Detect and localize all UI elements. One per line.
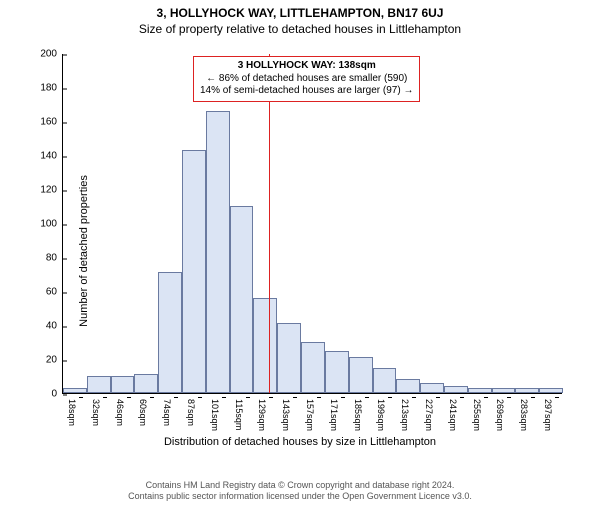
y-tick: 0 xyxy=(51,389,63,400)
y-tick: 100 xyxy=(40,219,63,230)
x-tick: 18sqm xyxy=(67,399,77,426)
x-tick: 46sqm xyxy=(115,399,125,426)
histogram-bar xyxy=(492,388,516,393)
reference-line xyxy=(269,54,270,393)
y-tick: 160 xyxy=(40,117,63,128)
callout-box: 3 HOLLYHOCK WAY: 138sqm ← 86% of detache… xyxy=(193,56,420,102)
callout-line-2: ← 86% of detached houses are smaller (59… xyxy=(200,73,413,86)
histogram-bar xyxy=(63,388,87,393)
x-tick: 143sqm xyxy=(281,399,291,431)
histogram-bar xyxy=(373,368,397,394)
x-tick: 32sqm xyxy=(91,399,101,426)
x-tick: 297sqm xyxy=(543,399,553,431)
sub-title: Size of property relative to detached ho… xyxy=(0,22,600,36)
histogram-bar xyxy=(468,388,492,393)
plot-area: 02040608010012014016018020018sqm32sqm46s… xyxy=(62,54,562,394)
x-axis-label: Distribution of detached houses by size … xyxy=(0,436,600,448)
x-tick: 157sqm xyxy=(305,399,315,431)
x-tick: 115sqm xyxy=(234,399,244,430)
x-tick: 171sqm xyxy=(329,399,339,431)
y-tick: 140 xyxy=(40,151,63,162)
histogram-bar xyxy=(515,388,539,393)
x-tick: 87sqm xyxy=(186,399,196,426)
x-tick: 255sqm xyxy=(472,399,482,431)
x-tick: 74sqm xyxy=(162,399,172,426)
histogram-bar xyxy=(325,351,349,394)
histogram-bar xyxy=(111,376,135,393)
histogram-bar xyxy=(230,206,254,393)
y-tick: 40 xyxy=(46,321,63,332)
y-tick: 80 xyxy=(46,253,63,264)
x-tick: 241sqm xyxy=(448,399,458,431)
y-tick: 180 xyxy=(40,83,63,94)
chart-area: Number of detached properties 0204060801… xyxy=(0,46,600,456)
histogram-bar xyxy=(444,386,468,393)
histogram-bar xyxy=(87,376,111,393)
histogram-bar xyxy=(301,342,325,393)
callout-line-3: 14% of semi-detached houses are larger (… xyxy=(200,85,413,98)
y-tick: 200 xyxy=(40,49,63,60)
histogram-bar xyxy=(277,323,301,393)
histogram-bar xyxy=(206,111,230,393)
y-tick: 60 xyxy=(46,287,63,298)
x-tick: 213sqm xyxy=(400,399,410,431)
super-title: 3, HOLLYHOCK WAY, LITTLEHAMPTON, BN17 6U… xyxy=(0,6,600,20)
histogram-bar xyxy=(349,357,373,393)
x-tick: 199sqm xyxy=(376,399,386,431)
x-tick: 227sqm xyxy=(424,399,434,431)
x-tick: 283sqm xyxy=(519,399,529,431)
x-tick: 129sqm xyxy=(257,399,267,431)
x-tick: 60sqm xyxy=(138,399,148,426)
x-tick: 185sqm xyxy=(353,399,363,431)
histogram-bar xyxy=(420,383,444,393)
histogram-bar xyxy=(253,298,277,393)
footer-attribution: Contains HM Land Registry data © Crown c… xyxy=(0,480,600,502)
histogram-bar xyxy=(182,150,206,393)
y-tick: 20 xyxy=(46,355,63,366)
x-tick: 101sqm xyxy=(210,399,220,431)
footer-line-1: Contains HM Land Registry data © Crown c… xyxy=(0,480,600,491)
callout-line-1: 3 HOLLYHOCK WAY: 138sqm xyxy=(200,60,413,73)
histogram-bar xyxy=(158,272,182,393)
x-tick: 269sqm xyxy=(495,399,505,431)
footer-line-2: Contains public sector information licen… xyxy=(0,491,600,502)
histogram-bar xyxy=(539,388,563,393)
y-tick: 120 xyxy=(40,185,63,196)
histogram-bar xyxy=(134,374,158,393)
histogram-bar xyxy=(396,379,420,393)
